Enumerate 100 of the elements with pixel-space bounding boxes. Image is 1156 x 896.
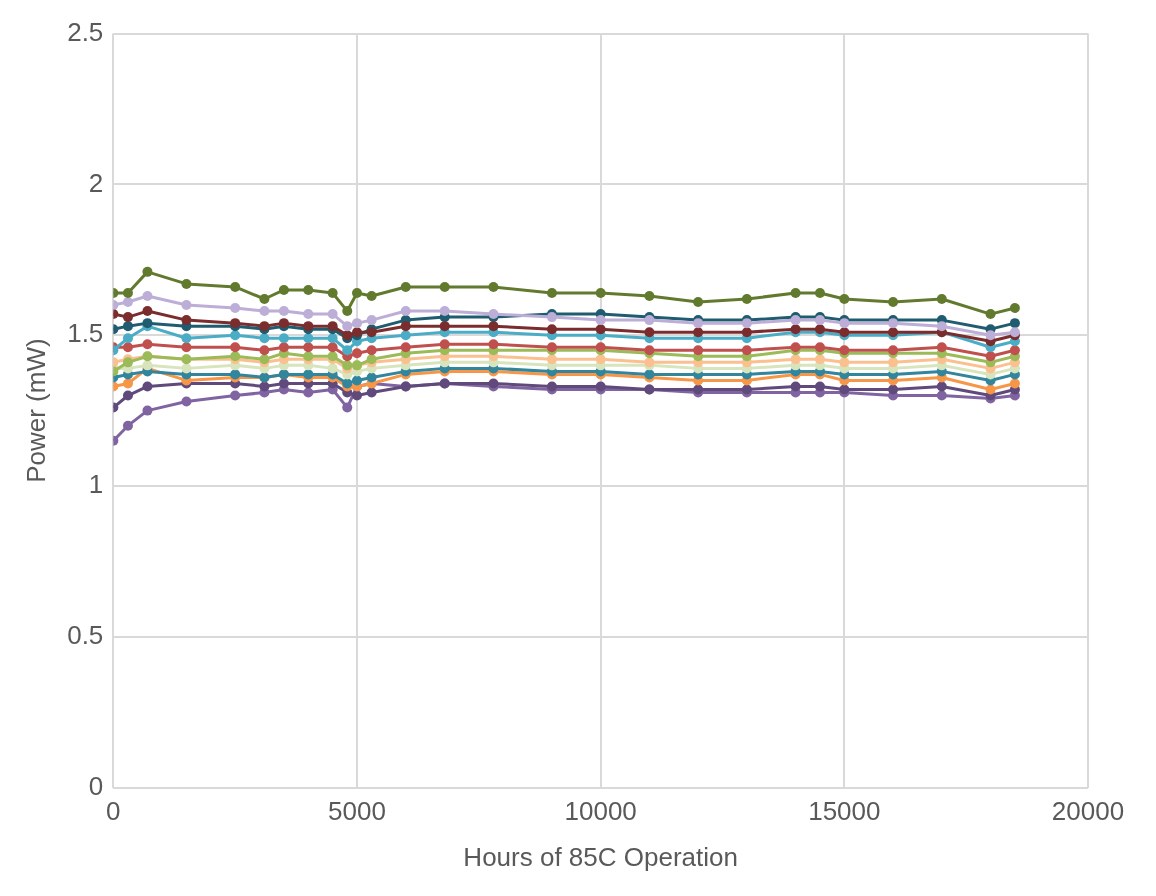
point <box>142 405 153 416</box>
point <box>400 342 411 353</box>
x-tick-label: 10000 <box>564 796 637 827</box>
point <box>181 396 192 407</box>
point <box>488 339 499 350</box>
point <box>839 357 850 368</box>
point <box>230 281 241 292</box>
point <box>741 327 752 338</box>
point <box>303 309 314 320</box>
point <box>595 354 606 365</box>
point <box>122 287 133 298</box>
point <box>400 306 411 317</box>
point <box>230 330 241 341</box>
point <box>122 342 133 353</box>
point <box>839 294 850 305</box>
x-axis-title: Hours of 85C Operation <box>463 841 738 872</box>
point <box>352 287 363 298</box>
point <box>400 330 411 341</box>
point <box>644 290 655 301</box>
point <box>644 327 655 338</box>
point <box>278 306 289 317</box>
point <box>595 315 606 326</box>
point <box>342 402 353 413</box>
point <box>230 342 241 353</box>
point <box>278 378 289 389</box>
y-tick-label: 0.5 <box>67 619 104 650</box>
point <box>936 294 947 305</box>
point <box>400 321 411 332</box>
point <box>595 324 606 335</box>
point <box>546 287 557 298</box>
y-tick-label: 1.5 <box>67 318 104 349</box>
point <box>366 315 377 326</box>
point <box>790 381 801 392</box>
point <box>985 384 996 395</box>
point <box>366 290 377 301</box>
point <box>595 287 606 298</box>
point <box>327 309 338 320</box>
point <box>303 387 314 398</box>
point <box>303 284 314 295</box>
point <box>181 300 192 311</box>
point <box>259 381 270 392</box>
point <box>122 390 133 401</box>
point <box>278 333 289 344</box>
point <box>342 321 353 332</box>
point <box>546 324 557 335</box>
point <box>142 266 153 277</box>
point <box>327 287 338 298</box>
point <box>122 297 133 308</box>
point <box>439 321 450 332</box>
point <box>985 309 996 320</box>
point <box>352 375 363 386</box>
point <box>439 339 450 350</box>
point <box>327 363 338 374</box>
point <box>327 342 338 353</box>
point <box>181 363 192 374</box>
point <box>181 333 192 344</box>
point <box>122 420 133 431</box>
y-tick-label: 2.5 <box>67 16 104 47</box>
point <box>342 306 353 317</box>
point <box>1009 303 1020 314</box>
point <box>814 354 825 365</box>
point <box>259 306 270 317</box>
point <box>814 381 825 392</box>
point <box>888 357 899 368</box>
point <box>693 327 704 338</box>
point <box>352 390 363 401</box>
point <box>366 387 377 398</box>
point <box>936 381 947 392</box>
point <box>400 281 411 292</box>
point <box>142 381 153 392</box>
point <box>352 318 363 329</box>
point <box>439 306 450 317</box>
point <box>366 372 377 383</box>
point <box>122 378 133 389</box>
point <box>181 342 192 353</box>
point <box>985 351 996 362</box>
point <box>790 354 801 365</box>
point <box>259 345 270 356</box>
y-tick-label: 2 <box>88 167 104 198</box>
point <box>741 345 752 356</box>
point <box>259 333 270 344</box>
point <box>488 321 499 332</box>
point <box>814 287 825 298</box>
point <box>1009 318 1020 329</box>
point <box>142 306 153 317</box>
point <box>327 333 338 344</box>
point <box>693 297 704 308</box>
point <box>366 345 377 356</box>
point <box>985 330 996 341</box>
point <box>303 342 314 353</box>
point <box>936 321 947 332</box>
point <box>278 342 289 353</box>
point <box>230 390 241 401</box>
point <box>181 278 192 289</box>
point <box>790 287 801 298</box>
point <box>693 345 704 356</box>
x-tick-label: 15000 <box>808 796 881 827</box>
point <box>1009 345 1020 356</box>
point <box>142 290 153 301</box>
point <box>488 281 499 292</box>
